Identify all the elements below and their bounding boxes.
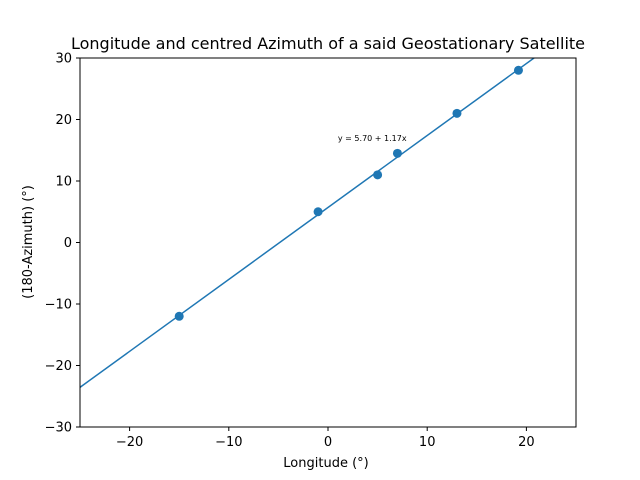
y-axis-title: (180-Azimuth) (°) (21, 185, 36, 299)
y-tick-label: −10 (45, 298, 72, 313)
x-tick-label: 0 (324, 435, 332, 450)
y-tick-label: 0 (64, 236, 72, 251)
plot-area: −20 −10 0 10 20 −30 −20 −10 0 10 20 30 y = 5.70 + 1.… (45, 52, 577, 450)
data-point (174, 311, 184, 321)
y-tick-label: 30 (55, 52, 72, 67)
data-point (452, 108, 462, 118)
x-tick-label: −20 (116, 435, 143, 450)
fit-line (80, 58, 536, 388)
y-tick-label: 10 (55, 175, 72, 190)
x-axis-title: Longitude (°) (283, 456, 368, 471)
data-point (392, 148, 402, 158)
x-tick-label: 10 (419, 435, 436, 450)
data-point (373, 170, 383, 180)
y-tick-label: −30 (45, 421, 72, 436)
y-tick-label: 20 (55, 113, 72, 128)
data-point (513, 65, 523, 75)
y-tick-label: −20 (45, 359, 72, 374)
fit-equation-annotation: y = 5.70 + 1.17x (338, 134, 407, 143)
chart-title: Longitude and centred Azimuth of a said … (71, 34, 585, 53)
x-tick-label: 20 (518, 435, 535, 450)
data-point (313, 207, 323, 217)
x-tick-label: −10 (215, 435, 242, 450)
